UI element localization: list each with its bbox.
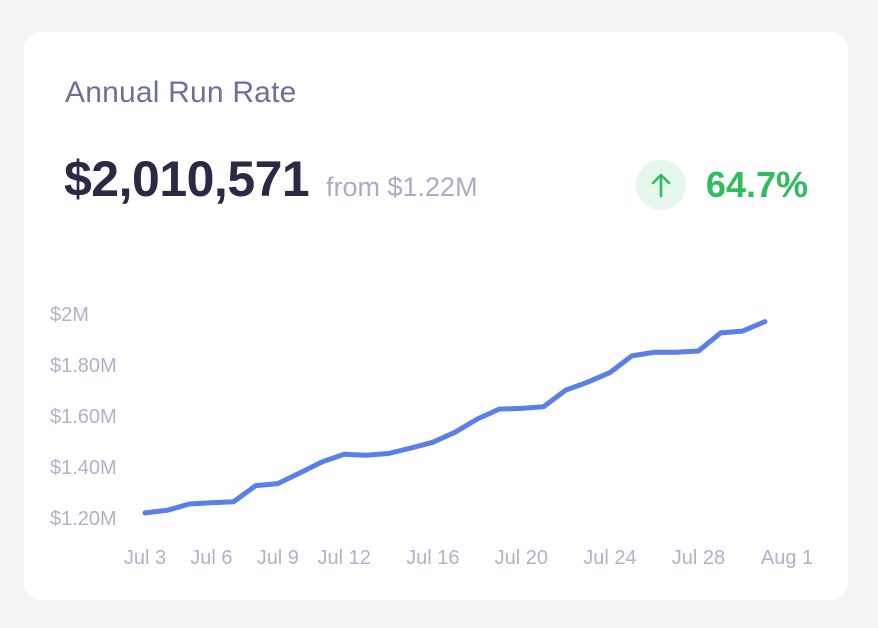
x-tick-label: Jul 20 [495, 547, 548, 569]
y-tick-label: $1.20M [50, 508, 117, 530]
y-tick-label: $2M [50, 304, 89, 326]
change-indicator: 64.7% [635, 160, 808, 210]
annual-run-rate-card: Annual Run Rate $2,010,571 from $1.22M 6… [24, 32, 848, 600]
run-rate-value: $2,010,571 [64, 151, 310, 207]
x-tick-label: Jul 24 [583, 547, 636, 569]
x-tick-label: Jul 12 [318, 547, 371, 569]
x-tick-label: Jul 3 [124, 547, 166, 569]
x-tick-label: Jul 28 [672, 547, 725, 569]
x-tick-label: Jul 9 [257, 547, 299, 569]
x-tick-label: Jul 6 [190, 547, 232, 569]
run-rate-line-chart: $2M $1.80M $1.60M $1.40M $1.20M Jul 3 Jul 6 Jul… [50, 304, 813, 569]
x-tick-label: Jul 16 [406, 547, 459, 569]
y-tick-label: $1.40M [50, 457, 117, 479]
y-tick-label: $1.80M [50, 355, 117, 377]
run-rate-series-line [142, 319, 768, 516]
card-title: Annual Run Rate [65, 76, 297, 109]
previous-value-text: from $1.22M [326, 172, 478, 202]
x-tick-label: Aug 1 [761, 547, 813, 569]
change-percent: 64.7% [705, 164, 808, 205]
y-tick-label: $1.60M [50, 406, 117, 428]
arrow-up-icon [635, 160, 686, 210]
